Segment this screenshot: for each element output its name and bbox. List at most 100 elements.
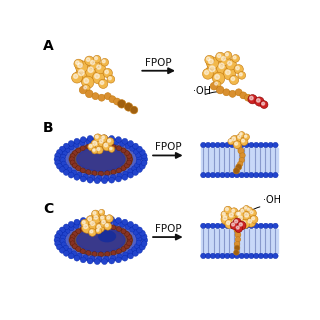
Circle shape xyxy=(130,146,135,151)
Circle shape xyxy=(238,71,246,79)
Circle shape xyxy=(121,148,126,153)
Circle shape xyxy=(98,171,103,176)
Circle shape xyxy=(232,137,236,141)
Circle shape xyxy=(116,227,121,231)
Circle shape xyxy=(128,140,133,146)
Circle shape xyxy=(258,142,264,148)
Circle shape xyxy=(101,216,108,221)
Circle shape xyxy=(95,223,105,232)
Circle shape xyxy=(117,254,122,259)
Circle shape xyxy=(263,142,268,148)
Circle shape xyxy=(80,227,85,231)
Circle shape xyxy=(227,211,238,222)
Circle shape xyxy=(72,244,77,249)
Circle shape xyxy=(216,52,225,61)
Circle shape xyxy=(206,57,219,69)
Circle shape xyxy=(246,207,252,213)
Circle shape xyxy=(92,93,99,100)
Circle shape xyxy=(95,135,98,138)
Circle shape xyxy=(77,172,82,177)
Circle shape xyxy=(97,256,102,261)
Circle shape xyxy=(240,133,242,135)
Circle shape xyxy=(236,143,242,149)
Circle shape xyxy=(109,216,115,222)
Circle shape xyxy=(69,145,74,150)
Circle shape xyxy=(215,223,220,228)
Circle shape xyxy=(110,255,116,260)
Circle shape xyxy=(132,224,139,230)
Circle shape xyxy=(262,102,265,105)
Text: ·OH: ·OH xyxy=(193,86,211,96)
Circle shape xyxy=(258,172,264,178)
Circle shape xyxy=(210,223,216,228)
Circle shape xyxy=(213,81,221,88)
Circle shape xyxy=(92,252,97,256)
Circle shape xyxy=(108,77,111,80)
Circle shape xyxy=(123,171,128,176)
Circle shape xyxy=(85,56,94,65)
Circle shape xyxy=(124,163,129,168)
Circle shape xyxy=(225,253,230,259)
Circle shape xyxy=(212,72,225,84)
Circle shape xyxy=(100,135,108,142)
Circle shape xyxy=(130,227,135,232)
Circle shape xyxy=(100,211,102,213)
Circle shape xyxy=(63,164,68,170)
Circle shape xyxy=(242,221,245,225)
Circle shape xyxy=(102,60,105,63)
Circle shape xyxy=(93,141,97,145)
Circle shape xyxy=(132,247,137,252)
Circle shape xyxy=(225,142,230,148)
Text: A: A xyxy=(43,39,54,53)
Ellipse shape xyxy=(57,138,145,181)
Circle shape xyxy=(85,65,99,78)
Circle shape xyxy=(249,209,256,217)
Circle shape xyxy=(243,205,250,212)
Ellipse shape xyxy=(57,219,145,262)
Circle shape xyxy=(83,255,88,260)
Circle shape xyxy=(54,156,60,162)
Circle shape xyxy=(89,59,99,69)
Circle shape xyxy=(263,172,268,178)
Circle shape xyxy=(221,214,232,225)
Circle shape xyxy=(56,149,62,155)
Circle shape xyxy=(127,235,132,239)
Circle shape xyxy=(236,164,242,170)
Circle shape xyxy=(221,211,229,219)
Circle shape xyxy=(95,63,106,74)
Circle shape xyxy=(116,146,121,151)
Circle shape xyxy=(80,168,85,173)
Circle shape xyxy=(239,223,244,228)
Circle shape xyxy=(109,177,115,183)
Circle shape xyxy=(201,142,206,148)
Circle shape xyxy=(117,100,126,108)
Circle shape xyxy=(250,211,253,214)
Circle shape xyxy=(99,209,105,215)
Circle shape xyxy=(134,244,140,249)
Circle shape xyxy=(106,215,113,222)
Circle shape xyxy=(222,212,225,215)
Circle shape xyxy=(101,178,108,184)
Circle shape xyxy=(92,224,97,229)
Circle shape xyxy=(236,66,239,70)
Circle shape xyxy=(86,251,91,255)
Circle shape xyxy=(140,149,145,155)
Circle shape xyxy=(63,245,68,250)
Circle shape xyxy=(94,134,102,141)
Circle shape xyxy=(229,142,235,148)
Circle shape xyxy=(252,217,255,220)
Circle shape xyxy=(104,222,112,230)
Circle shape xyxy=(83,174,88,179)
Circle shape xyxy=(116,137,121,142)
Circle shape xyxy=(140,230,145,236)
Circle shape xyxy=(110,147,112,150)
Text: FPOP: FPOP xyxy=(155,142,181,152)
Circle shape xyxy=(132,170,139,175)
Circle shape xyxy=(215,142,220,148)
Circle shape xyxy=(55,160,60,166)
Circle shape xyxy=(230,208,238,215)
Circle shape xyxy=(204,70,209,75)
Circle shape xyxy=(80,249,85,254)
Circle shape xyxy=(90,175,95,180)
Circle shape xyxy=(249,142,254,148)
